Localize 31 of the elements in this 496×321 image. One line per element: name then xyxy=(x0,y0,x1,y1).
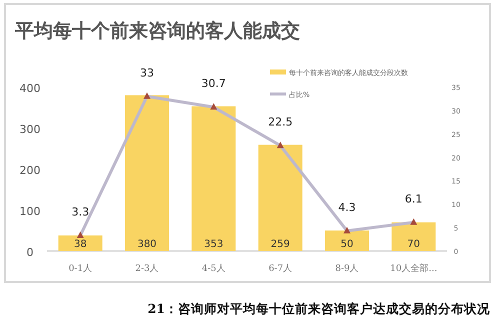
data-label: 50 xyxy=(340,239,354,250)
bar xyxy=(192,106,236,251)
y-tick-label: 300 xyxy=(20,123,40,136)
x-tick-label: 4-5人 xyxy=(202,263,226,274)
data-label: 38 xyxy=(74,239,87,250)
data-label: 259 xyxy=(270,239,290,250)
data-label: 380 xyxy=(137,239,157,250)
y-tick-label: 100 xyxy=(20,205,40,218)
y-tick-label: 0 xyxy=(26,246,34,259)
text: 21：咨询师对平均每十位前来咨询客户达成交易的分布状况 xyxy=(148,301,491,316)
y-tick-label: 400 xyxy=(20,82,40,95)
x-tick-label: 6-7人 xyxy=(268,263,292,274)
data-label: 4.3 xyxy=(338,200,356,214)
data-label: 22.5 xyxy=(268,116,293,129)
bar xyxy=(392,222,436,251)
x-tick-label: 8-9人 xyxy=(335,263,359,274)
data-label: 33 xyxy=(140,66,154,80)
x-tick-label: 2-3人 xyxy=(135,263,159,274)
chart-title: 平均每十个前来咨询的客人能成交 xyxy=(14,20,300,42)
data-label: 6.1 xyxy=(404,192,422,206)
data-label: 3.3 xyxy=(72,206,90,219)
bar xyxy=(125,95,169,251)
data-label: 353 xyxy=(204,239,224,250)
bar xyxy=(58,235,102,251)
bar xyxy=(325,230,369,251)
data-label: 70 xyxy=(407,239,420,250)
data-label: 30.7 xyxy=(201,77,226,90)
x-tick-label: 10人全部... xyxy=(390,263,438,274)
bar xyxy=(258,144,302,251)
x-tick-label: 0-1人 xyxy=(68,263,92,274)
y-tick-label: 200 xyxy=(20,164,40,177)
